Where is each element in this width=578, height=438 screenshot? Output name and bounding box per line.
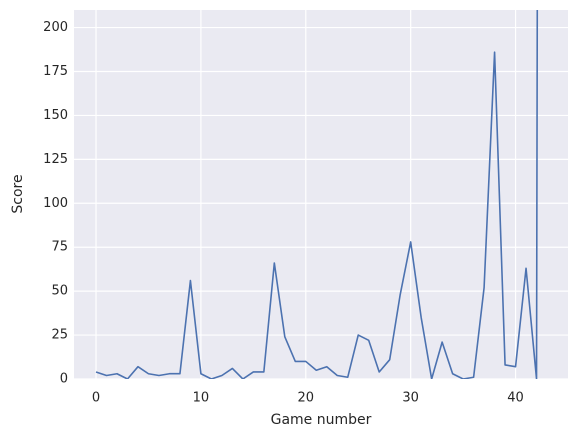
y-tick-label: 200 (43, 20, 68, 35)
y-tick-label: 0 (60, 372, 68, 387)
y-tick-label: 125 (43, 152, 68, 167)
y-tick-label: 100 (43, 196, 68, 211)
y-tick-label: 50 (51, 284, 68, 299)
y-tick-label: 75 (51, 240, 68, 255)
y-axis-label: Score (10, 174, 26, 213)
y-tick-label: 175 (43, 64, 68, 79)
x-tick-label: 30 (402, 391, 419, 406)
x-tick-label: 20 (298, 391, 315, 406)
y-tick-label: 150 (43, 108, 68, 123)
x-axis-label: Game number (271, 412, 372, 428)
x-tick-label: 10 (193, 391, 210, 406)
line-series (95, 10, 539, 379)
x-tick-label: 40 (507, 391, 524, 406)
x-tick-label: 0 (92, 391, 100, 406)
y-tick-label: 25 (51, 328, 68, 343)
